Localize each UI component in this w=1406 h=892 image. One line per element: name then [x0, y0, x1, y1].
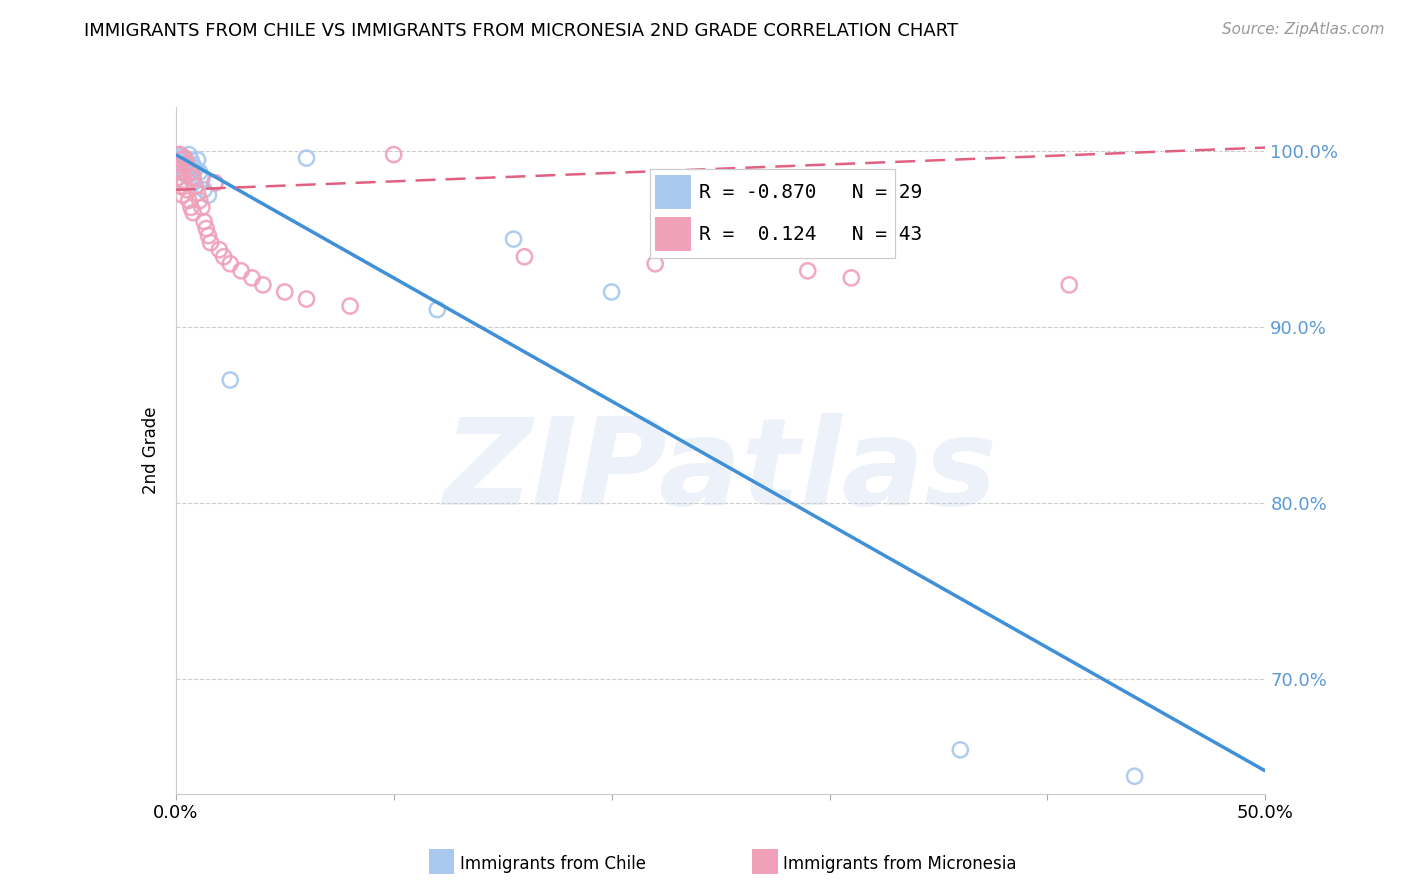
Point: [169, 179, 191, 194]
Point: [172, 165, 194, 179]
Point: [193, 183, 215, 197]
Point: [173, 151, 195, 165]
Point: [240, 271, 263, 285]
Point: [172, 156, 194, 170]
Text: Source: ZipAtlas.com: Source: ZipAtlas.com: [1222, 22, 1385, 37]
Point: [193, 214, 215, 228]
Point: [1057, 277, 1080, 292]
Point: [841, 271, 863, 285]
Bar: [655, 217, 692, 251]
Point: [502, 232, 524, 246]
Point: [212, 250, 235, 264]
Point: [204, 176, 226, 190]
Point: [1123, 769, 1146, 783]
Y-axis label: 2nd Grade: 2nd Grade: [142, 407, 160, 494]
Point: [191, 172, 214, 186]
Point: [274, 285, 297, 299]
Point: [219, 373, 242, 387]
Bar: [655, 175, 692, 209]
Point: [180, 170, 202, 185]
Point: [173, 151, 195, 165]
Point: [181, 205, 204, 219]
Point: [600, 285, 623, 299]
Point: [180, 165, 202, 179]
Point: [181, 176, 204, 190]
Point: [184, 161, 207, 176]
Point: [188, 165, 211, 179]
Point: [339, 299, 361, 313]
Point: [181, 158, 204, 172]
Point: [167, 170, 190, 185]
Point: [195, 221, 218, 235]
Point: [186, 186, 209, 201]
Point: [169, 147, 191, 161]
Point: [208, 243, 231, 257]
Point: [169, 161, 191, 176]
Text: R = -0.870   N = 29: R = -0.870 N = 29: [699, 183, 922, 202]
Point: [184, 179, 207, 194]
Point: [172, 188, 194, 202]
Point: [169, 153, 191, 167]
Point: [186, 153, 209, 167]
Point: [180, 153, 202, 167]
Point: [231, 264, 253, 278]
Point: [176, 154, 198, 169]
Point: [295, 292, 318, 306]
Point: [513, 250, 536, 264]
Point: [173, 176, 195, 190]
Point: [252, 277, 274, 292]
Point: [177, 161, 200, 176]
Point: [197, 228, 219, 243]
Point: [191, 201, 214, 215]
Point: [172, 149, 194, 163]
Point: [180, 201, 202, 215]
Point: [177, 161, 200, 176]
Point: [949, 743, 972, 757]
Point: [177, 194, 200, 208]
Point: [188, 194, 211, 208]
Text: IMMIGRANTS FROM CHILE VS IMMIGRANTS FROM MICRONESIA 2ND GRADE CORRELATION CHART: IMMIGRANTS FROM CHILE VS IMMIGRANTS FROM…: [84, 22, 959, 40]
Point: [200, 235, 222, 250]
Point: [177, 147, 200, 161]
Point: [644, 257, 666, 271]
Point: [181, 170, 204, 185]
Point: [176, 183, 198, 197]
Point: [426, 302, 449, 317]
Point: [382, 147, 405, 161]
Point: [173, 165, 195, 179]
Point: [172, 153, 194, 167]
Text: R =  0.124   N = 43: R = 0.124 N = 43: [699, 225, 922, 244]
Point: [796, 264, 818, 278]
Point: [219, 257, 242, 271]
Point: [169, 158, 191, 172]
Point: [295, 151, 318, 165]
Point: [176, 169, 198, 183]
Text: Immigrants from Micronesia: Immigrants from Micronesia: [783, 855, 1017, 873]
Text: Immigrants from Chile: Immigrants from Chile: [460, 855, 645, 873]
Point: [176, 156, 198, 170]
Text: ZIPatlas: ZIPatlas: [443, 413, 998, 530]
Point: [204, 176, 226, 190]
Point: [167, 161, 190, 176]
Point: [167, 147, 190, 161]
Point: [197, 188, 219, 202]
